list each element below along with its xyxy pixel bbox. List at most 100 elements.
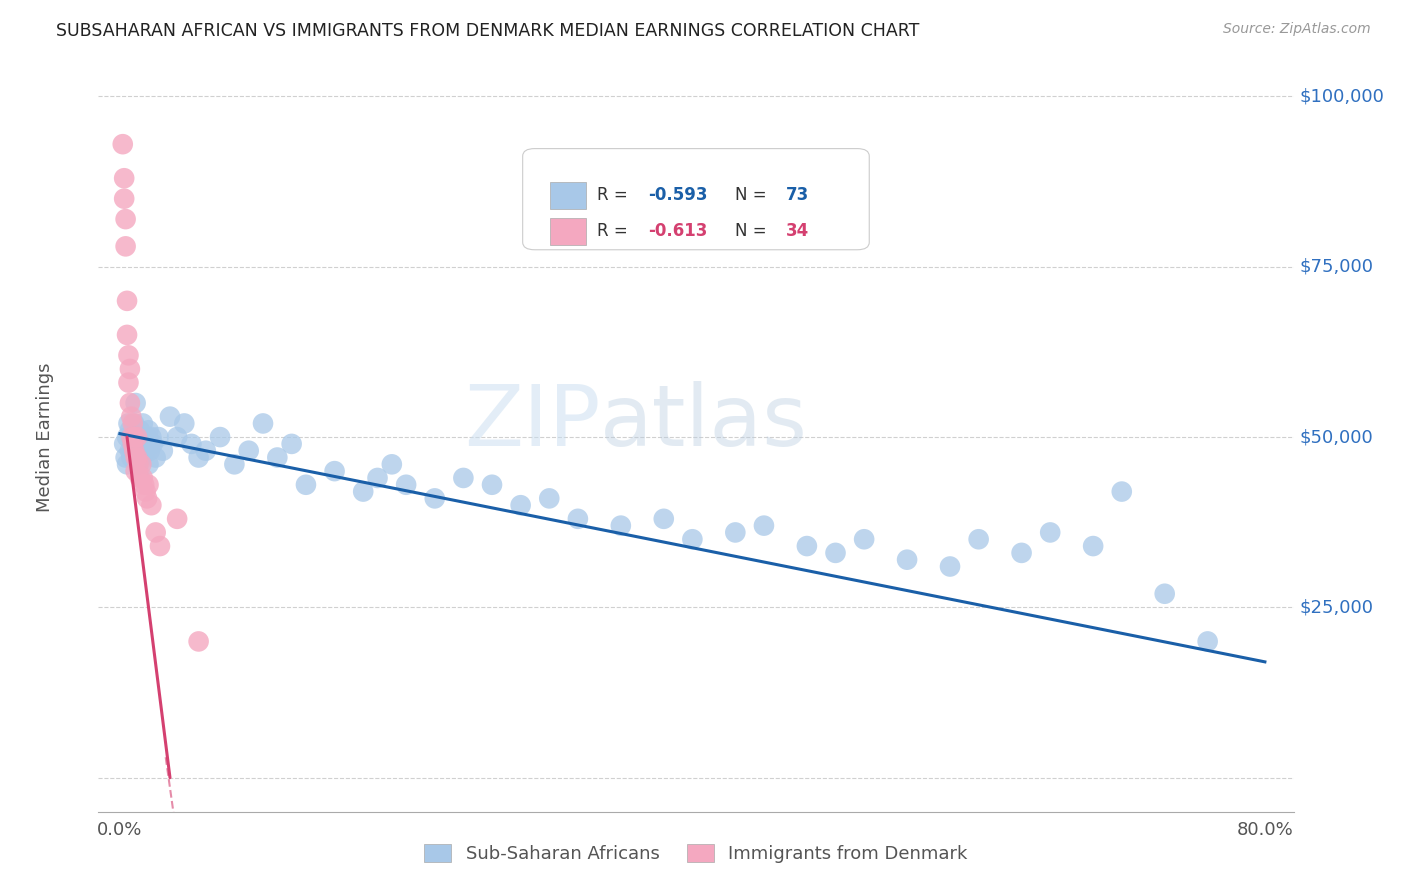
Point bbox=[180, 437, 202, 451]
Point bbox=[136, 491, 159, 506]
Text: ZIP: ZIP bbox=[464, 381, 600, 464]
Point bbox=[323, 464, 346, 478]
Point bbox=[238, 443, 260, 458]
Point bbox=[132, 471, 155, 485]
Point bbox=[120, 430, 142, 444]
Point bbox=[129, 423, 152, 437]
Point bbox=[125, 450, 148, 465]
Point bbox=[896, 552, 918, 566]
Point bbox=[824, 546, 846, 560]
Point bbox=[652, 512, 675, 526]
Point bbox=[1011, 546, 1033, 560]
Point bbox=[152, 443, 174, 458]
Text: $25,000: $25,000 bbox=[1299, 599, 1374, 616]
Point bbox=[509, 498, 531, 512]
Point bbox=[939, 559, 962, 574]
Point bbox=[131, 450, 153, 465]
Point bbox=[134, 477, 156, 491]
Point bbox=[118, 362, 141, 376]
Point bbox=[166, 430, 188, 444]
Text: R =: R = bbox=[598, 186, 634, 204]
Point bbox=[118, 443, 141, 458]
Point bbox=[129, 471, 152, 485]
Point bbox=[796, 539, 818, 553]
Point bbox=[395, 477, 418, 491]
Point bbox=[159, 409, 181, 424]
Point bbox=[724, 525, 747, 540]
Text: 73: 73 bbox=[786, 186, 810, 204]
Point bbox=[135, 484, 157, 499]
Point bbox=[752, 518, 775, 533]
Point bbox=[131, 430, 153, 444]
Point bbox=[1197, 634, 1219, 648]
Point bbox=[280, 437, 302, 451]
Point bbox=[453, 471, 475, 485]
Point bbox=[610, 518, 633, 533]
FancyBboxPatch shape bbox=[523, 149, 869, 250]
Point bbox=[115, 430, 138, 444]
Point bbox=[538, 491, 561, 506]
FancyBboxPatch shape bbox=[550, 182, 585, 209]
Point bbox=[128, 458, 150, 472]
Point bbox=[567, 512, 589, 526]
Point bbox=[141, 498, 163, 512]
Point bbox=[266, 450, 288, 465]
Point bbox=[967, 533, 990, 547]
Point bbox=[142, 437, 165, 451]
Point bbox=[139, 443, 162, 458]
Point bbox=[114, 239, 136, 253]
Text: $100,000: $100,000 bbox=[1299, 87, 1385, 105]
Point bbox=[121, 437, 143, 451]
Point bbox=[117, 417, 139, 431]
Text: SUBSAHARAN AFRICAN VS IMMIGRANTS FROM DENMARK MEDIAN EARNINGS CORRELATION CHART: SUBSAHARAN AFRICAN VS IMMIGRANTS FROM DE… bbox=[56, 22, 920, 40]
Text: -0.593: -0.593 bbox=[648, 186, 707, 204]
Point bbox=[125, 430, 148, 444]
FancyBboxPatch shape bbox=[550, 218, 585, 244]
Point bbox=[166, 512, 188, 526]
Point bbox=[122, 443, 145, 458]
Point bbox=[252, 417, 274, 431]
Point bbox=[125, 430, 148, 444]
Point bbox=[138, 458, 160, 472]
Text: atlas: atlas bbox=[600, 381, 808, 464]
Point bbox=[112, 437, 135, 451]
Point bbox=[125, 450, 148, 465]
Point bbox=[118, 423, 141, 437]
Point bbox=[120, 450, 142, 465]
Point bbox=[124, 450, 146, 465]
Point bbox=[423, 491, 446, 506]
Point bbox=[1039, 525, 1062, 540]
Text: -0.613: -0.613 bbox=[648, 222, 707, 240]
Point bbox=[122, 430, 145, 444]
Point bbox=[352, 484, 374, 499]
Point bbox=[128, 458, 150, 472]
Point bbox=[118, 396, 141, 410]
Point bbox=[173, 417, 195, 431]
Text: $50,000: $50,000 bbox=[1299, 428, 1374, 446]
Point bbox=[111, 137, 134, 152]
Point bbox=[145, 450, 167, 465]
Point bbox=[121, 417, 143, 431]
Point bbox=[481, 477, 503, 491]
Point bbox=[194, 443, 217, 458]
Point bbox=[120, 409, 142, 424]
Point bbox=[120, 430, 142, 444]
Point bbox=[1153, 587, 1175, 601]
Text: N =: N = bbox=[735, 186, 772, 204]
Point bbox=[145, 525, 167, 540]
Point bbox=[112, 192, 135, 206]
Point bbox=[135, 443, 157, 458]
Point bbox=[1111, 484, 1133, 499]
Point bbox=[112, 171, 135, 186]
Text: Source: ZipAtlas.com: Source: ZipAtlas.com bbox=[1223, 22, 1371, 37]
Point bbox=[138, 423, 160, 437]
Point bbox=[124, 464, 146, 478]
Point bbox=[115, 327, 138, 342]
Point bbox=[138, 477, 160, 491]
Point bbox=[134, 437, 156, 451]
Point bbox=[122, 417, 145, 431]
Point bbox=[136, 430, 159, 444]
Point bbox=[295, 477, 318, 491]
Point bbox=[367, 471, 389, 485]
Point bbox=[122, 443, 145, 458]
